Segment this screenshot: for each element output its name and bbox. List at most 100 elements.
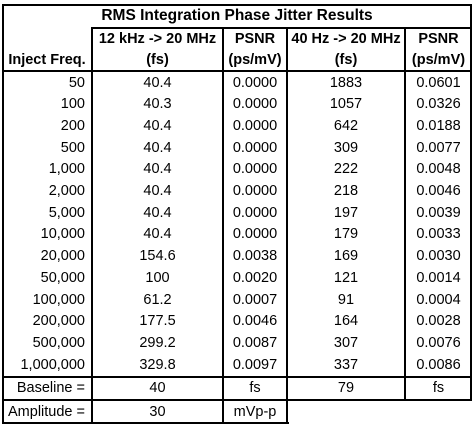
- cell-jitter-40hz: 307: [333, 334, 359, 351]
- cell-inject-freq: 2,000: [48, 183, 85, 200]
- amplitude-value: 30: [149, 403, 166, 420]
- cell-psnr-40hz: 0.0004: [416, 291, 461, 308]
- cell-psnr-40hz: 0.0046: [416, 183, 461, 200]
- header-psnr-1: PSNR: [234, 30, 276, 47]
- col-rule-2: [222, 27, 224, 424]
- baseline-unit-2: fs: [432, 380, 445, 397]
- cell-psnr-12k: 0.0000: [232, 161, 278, 178]
- cell-psnr-40hz: 0.0048: [416, 161, 461, 178]
- cell-jitter-40hz: 197: [333, 204, 359, 221]
- cell-jitter-40hz: 1883: [329, 74, 363, 91]
- cell-jitter-12k: 61.2: [143, 291, 172, 308]
- rule-above-baseline: [2, 376, 472, 378]
- cell-inject-freq: 200,000: [32, 313, 85, 330]
- cell-jitter-40hz: 179: [333, 226, 359, 243]
- cell-inject-freq: 500: [60, 139, 85, 156]
- cell-psnr-12k: 0.0000: [232, 204, 278, 221]
- cell-jitter-12k: 329.8: [139, 356, 176, 373]
- cell-jitter-12k: 299.2: [139, 334, 176, 351]
- border-top: [2, 4, 472, 6]
- cell-psnr-12k: 0.0000: [232, 74, 278, 91]
- cell-psnr-12k: 0.0038: [232, 248, 278, 265]
- rule-below-title: [92, 27, 472, 29]
- border-bottom: [2, 422, 289, 424]
- cell-jitter-40hz: 309: [333, 139, 359, 156]
- header-range-1-unit: (fs): [146, 51, 169, 68]
- cell-psnr-40hz: 0.0601: [416, 74, 461, 91]
- cell-jitter-12k: 177.5: [139, 313, 176, 330]
- cell-psnr-12k: 0.0000: [232, 226, 278, 243]
- header-psnr-2-unit: (ps/mV): [411, 51, 466, 68]
- col-rule-4: [404, 27, 406, 401]
- cell-jitter-40hz: 222: [333, 161, 359, 178]
- cell-psnr-40hz: 0.0188: [416, 117, 461, 134]
- cell-psnr-40hz: 0.0086: [416, 356, 461, 373]
- cell-inject-freq: 100,000: [32, 291, 85, 308]
- header-range-2-unit: (fs): [334, 51, 358, 68]
- col-rule-3: [286, 27, 288, 424]
- cell-inject-freq: 50: [68, 74, 85, 91]
- cell-jitter-40hz: 1057: [329, 96, 363, 113]
- cell-jitter-12k: 40.4: [143, 139, 172, 156]
- cell-psnr-40hz: 0.0033: [416, 226, 461, 243]
- cell-psnr-40hz: 0.0039: [416, 204, 461, 221]
- cell-psnr-40hz: 0.0326: [416, 96, 461, 113]
- baseline-value-1: 40: [149, 380, 166, 397]
- cell-inject-freq: 200: [60, 117, 85, 134]
- cell-psnr-12k: 0.0000: [232, 183, 278, 200]
- baseline-unit-1: fs: [249, 380, 261, 397]
- cell-inject-freq: 5,000: [48, 204, 85, 221]
- col-rule-1: [91, 27, 93, 424]
- cell-psnr-40hz: 0.0028: [416, 313, 461, 330]
- header-psnr-1-unit: (ps/mV): [228, 51, 282, 68]
- border-right-upper: [470, 4, 472, 401]
- header-range-1: 12 kHz -> 20 MHz: [98, 30, 217, 47]
- cell-jitter-12k: 40.4: [143, 183, 172, 200]
- cell-jitter-40hz: 337: [333, 356, 359, 373]
- cell-jitter-12k: 40.4: [143, 226, 172, 243]
- cell-inject-freq: 1,000,000: [20, 356, 85, 373]
- cell-jitter-40hz: 91: [337, 291, 355, 308]
- cell-psnr-40hz: 0.0030: [416, 248, 461, 265]
- cell-inject-freq: 100: [60, 96, 85, 113]
- cell-jitter-12k: 40.4: [143, 117, 172, 134]
- cell-psnr-12k: 0.0097: [232, 356, 278, 373]
- cell-psnr-40hz: 0.0014: [416, 269, 461, 286]
- cell-jitter-12k: 154.6: [139, 248, 176, 265]
- baseline-value-2: 79: [337, 380, 355, 397]
- cell-psnr-40hz: 0.0077: [416, 139, 461, 156]
- rule-above-amplitude: [2, 399, 472, 401]
- cell-psnr-40hz: 0.0076: [416, 334, 461, 351]
- cell-jitter-40hz: 218: [333, 183, 359, 200]
- cell-psnr-12k: 0.0000: [232, 117, 278, 134]
- cell-inject-freq: 50,000: [40, 269, 85, 286]
- cell-jitter-40hz: 169: [333, 248, 359, 265]
- cell-psnr-12k: 0.0020: [232, 269, 278, 286]
- border-left: [2, 4, 4, 424]
- amplitude-label: Amplitude =: [8, 403, 85, 420]
- cell-inject-freq: 500,000: [32, 334, 85, 351]
- cell-inject-freq: 20,000: [40, 248, 85, 265]
- header-range-2: 40 Hz -> 20 MHz: [291, 30, 401, 47]
- amplitude-unit: mVp-p: [233, 403, 277, 420]
- cell-jitter-40hz: 121: [333, 269, 359, 286]
- cell-jitter-12k: 40.4: [143, 204, 172, 221]
- cell-psnr-12k: 0.0007: [232, 291, 278, 308]
- cell-inject-freq: 1,000: [48, 161, 85, 178]
- rule-below-header: [2, 70, 472, 72]
- cell-psnr-12k: 0.0087: [232, 334, 278, 351]
- cell-jitter-40hz: 642: [333, 117, 359, 134]
- cell-jitter-40hz: 164: [333, 313, 359, 330]
- cell-inject-freq: 10,000: [40, 226, 85, 243]
- cell-psnr-12k: 0.0000: [232, 139, 278, 156]
- baseline-label: Baseline =: [16, 380, 85, 397]
- table-title: RMS Integration Phase Jitter Results: [101, 7, 373, 25]
- cell-psnr-12k: 0.0046: [232, 313, 278, 330]
- cell-jitter-12k: 40.4: [143, 161, 172, 178]
- cell-jitter-12k: 40.3: [143, 96, 172, 113]
- header-psnr-2: PSNR: [418, 30, 459, 47]
- header-inject-freq: Inject Freq.: [8, 51, 86, 68]
- cell-jitter-12k: 100: [145, 269, 170, 286]
- cell-jitter-12k: 40.4: [143, 74, 172, 91]
